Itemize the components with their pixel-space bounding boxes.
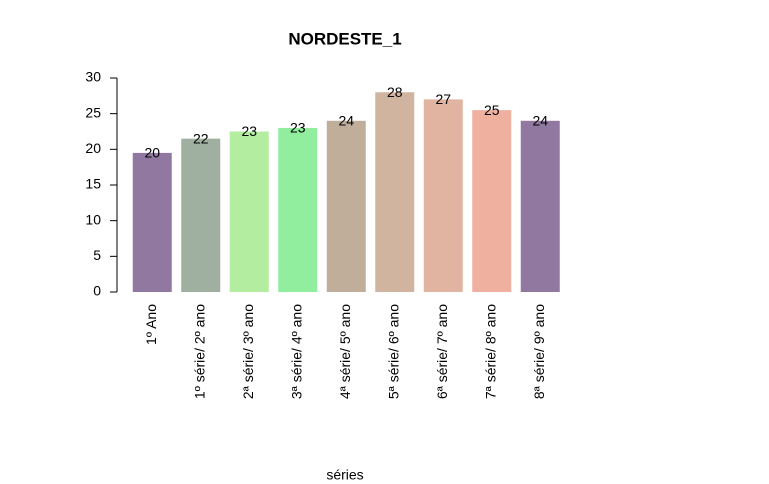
value-label: 23 bbox=[290, 120, 306, 136]
x-axis-label: séries bbox=[326, 467, 363, 483]
value-label: 23 bbox=[241, 123, 257, 139]
bar bbox=[278, 127, 318, 292]
bar bbox=[326, 120, 366, 292]
y-tick-label: 25 bbox=[85, 104, 101, 120]
x-tick-label: 6ª série/ 7º ano bbox=[434, 304, 450, 399]
bar bbox=[423, 99, 463, 293]
value-label: 28 bbox=[387, 84, 403, 100]
x-tick-label: 1º série/ 2º ano bbox=[191, 304, 207, 399]
bar bbox=[181, 138, 221, 292]
bar bbox=[132, 152, 172, 292]
y-tick-label: 0 bbox=[93, 283, 101, 299]
y-tick-label: 15 bbox=[85, 176, 101, 192]
x-tick-label: 2ª série/ 3º ano bbox=[240, 304, 256, 399]
y-tick-label: 5 bbox=[93, 247, 101, 263]
chart-title: NORDESTE_1 bbox=[288, 29, 401, 48]
y-tick-label: 30 bbox=[85, 69, 101, 85]
value-label: 27 bbox=[435, 91, 451, 107]
bar bbox=[472, 110, 512, 292]
bar bbox=[229, 131, 269, 292]
value-label: 24 bbox=[532, 113, 548, 129]
x-tick-label: 8ª série/ 9º ano bbox=[531, 304, 547, 399]
value-label: 24 bbox=[338, 113, 354, 129]
y-tick-label: 10 bbox=[85, 211, 101, 227]
bar bbox=[520, 120, 560, 292]
y-tick-label: 20 bbox=[85, 140, 101, 156]
x-tick-label: 5ª série/ 6º ano bbox=[385, 304, 401, 399]
x-tick-label: 1º Ano bbox=[143, 304, 159, 345]
value-label: 22 bbox=[193, 130, 209, 146]
bar bbox=[375, 92, 415, 293]
value-label: 20 bbox=[144, 145, 160, 161]
x-tick-label: 3ª série/ 4º ano bbox=[288, 304, 304, 399]
x-tick-label: 4ª série/ 5º ano bbox=[337, 304, 353, 399]
value-label: 25 bbox=[484, 102, 500, 118]
x-tick-label: 7ª série/ 8º ano bbox=[482, 304, 498, 399]
